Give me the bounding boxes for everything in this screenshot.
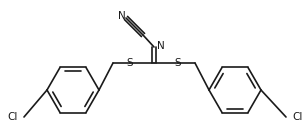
Text: N: N [118,11,126,21]
Text: Cl: Cl [8,112,18,122]
Text: Cl: Cl [292,112,302,122]
Text: N: N [157,41,165,51]
Text: S: S [175,58,181,68]
Text: S: S [127,58,133,68]
